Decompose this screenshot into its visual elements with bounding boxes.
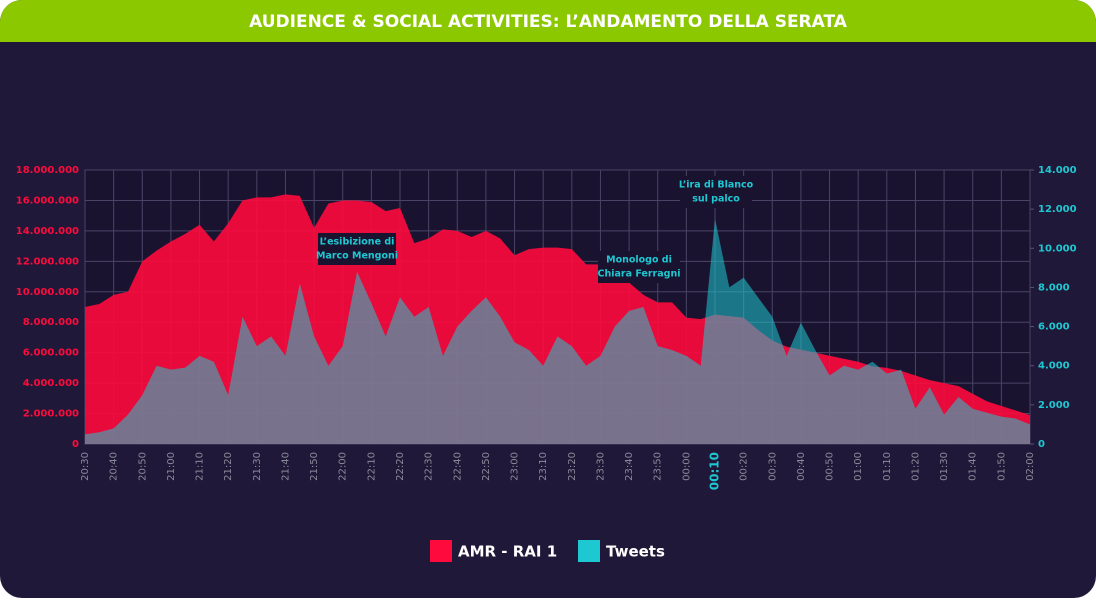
x-tick-label: 23:10 [538,452,549,481]
x-tick-label: 21:20 [223,452,234,481]
x-tick-label: 00:30 [767,452,778,481]
x-tick-label: 01:50 [996,452,1007,481]
annotation-box [318,233,396,265]
x-tick-label: 22:00 [338,452,349,481]
y2-tick-label: 4.000 [1038,361,1070,372]
x-tick-label: 23:30 [595,452,606,481]
annotation-text: Monologo di [606,255,672,266]
x-tick-label: 20:50 [137,452,148,481]
x-tick-label: 22:30 [424,452,435,481]
legend-swatch [430,540,452,562]
x-tick-label: 23:50 [653,452,664,481]
x-tick-label: 21:00 [166,452,177,481]
x-tick-label: 02:00 [1025,452,1036,481]
y2-tick-label: 2.000 [1038,400,1070,411]
x-tick-label: 23:20 [567,452,578,481]
x-tick-label: 01:00 [853,452,864,481]
y-tick-label: 10.000.000 [16,287,79,298]
annotation-text: Chiara Ferragni [598,269,681,280]
x-tick-label: 00:50 [825,452,836,481]
area [85,218,1030,444]
annotation-text: Marco Mengoni [316,251,398,262]
chart-title: AUDIENCE & SOCIAL ACTIVITIES: L’ANDAMENT… [249,12,848,32]
x-tick-label: 00:40 [796,452,807,481]
x-tick-label: 23:00 [510,452,521,481]
x-tick-label: 01:20 [910,452,921,481]
x-tick-label: 20:40 [109,452,120,481]
y2-tick-label: 6.000 [1038,322,1070,333]
header-bar [0,0,1096,42]
x-tick-label: 00:10 [708,452,722,490]
x-tick-label: 21:50 [309,452,320,481]
x-tick-label: 21:10 [195,452,206,481]
y2-tick-label: 12.000 [1038,204,1077,215]
x-tick-label: 22:50 [481,452,492,481]
annotation-box [598,251,680,283]
y-tick-label: 8.000.000 [23,317,79,328]
y-tick-label: 12.000.000 [16,256,79,267]
x-tick-label: 22:20 [395,452,406,481]
x-tick-label: 01:10 [882,452,893,481]
legend-label: Tweets [606,543,665,561]
x-tick-label: 21:40 [280,452,291,481]
y2-tick-label: 8.000 [1038,282,1070,293]
y-tick-label: 2.000.000 [23,409,79,420]
annotation-text: L’ira di Blanco [679,180,754,191]
annotation-text: L’esibizione di [320,237,395,248]
x-tick-label: 00:20 [739,452,750,481]
y-tick-label: 18.000.000 [16,165,79,176]
annotation-box [680,176,752,208]
y2-tick-label: 14.000 [1038,165,1077,176]
legend-label: AMR - RAI 1 [458,543,557,561]
y-tick-label: 16.000.000 [16,195,79,206]
y-tick-label: 14.000.000 [16,226,79,237]
x-tick-label: 21:30 [252,452,263,481]
y-tick-label: 4.000.000 [23,378,79,389]
y-tick-label: 0 [72,439,79,450]
y2-tick-label: 0 [1038,439,1045,450]
legend-swatch [578,540,600,562]
x-tick-label: 00:00 [681,452,692,481]
y-tick-label: 6.000.000 [23,348,79,359]
x-tick-label: 20:30 [80,452,91,481]
y2-tick-label: 10.000 [1038,243,1077,254]
x-tick-label: 22:10 [366,452,377,481]
x-tick-label: 01:30 [939,452,950,481]
x-tick-label: 01:40 [968,452,979,481]
x-tick-label: 23:40 [624,452,635,481]
annotation-text: sul palco [692,194,740,205]
x-tick-label: 22:40 [452,452,463,481]
